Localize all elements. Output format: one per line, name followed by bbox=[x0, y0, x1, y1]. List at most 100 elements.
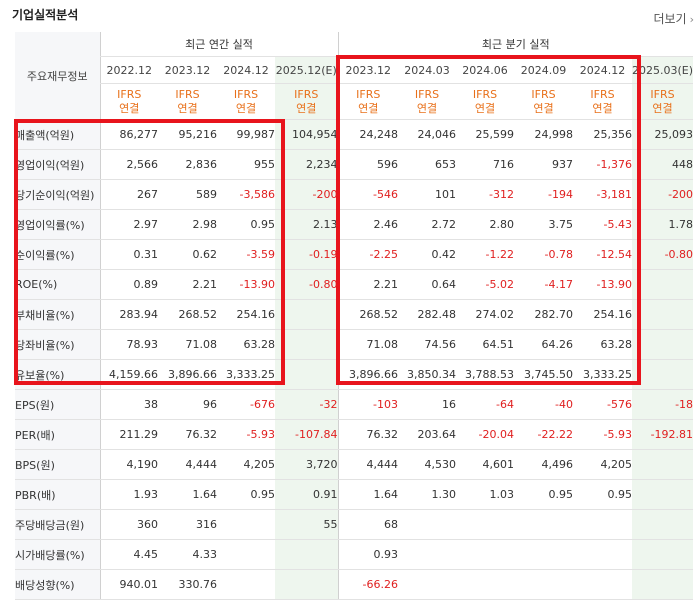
table-row: 영업이익률(%) 2.97 2.98 0.95 2.13 2.46 2.72 2.80 3.75… bbox=[15, 209, 694, 240]
value-cell: 282.48 bbox=[398, 299, 456, 330]
table-row: 순이익률(%) 0.31 0.62 -3.59 -0.19 -2.25 0.42 -1.22-… bbox=[15, 239, 694, 270]
ifrs-header: IFRS 연결 bbox=[158, 83, 217, 120]
more-link[interactable]: 더보기 › bbox=[653, 10, 694, 27]
row-label: 배당성향(%) bbox=[15, 569, 100, 600]
ifrs-header: IFRS 연결 bbox=[275, 83, 338, 120]
row-label: ROE(%) bbox=[15, 269, 100, 300]
value-cell: 0.91 bbox=[275, 479, 338, 510]
value-cell: 74.56 bbox=[398, 329, 456, 360]
value-cell: 4,530 bbox=[398, 449, 456, 480]
ifrs-label: IFRS bbox=[233, 87, 259, 101]
ifrs-header: IFRS 연결 bbox=[514, 83, 573, 120]
row-label: 당기순이익(억원) bbox=[15, 179, 100, 210]
value-cell: 203.64 bbox=[398, 419, 456, 450]
value-cell bbox=[632, 359, 694, 390]
ifrs-label: IFRS bbox=[294, 87, 319, 101]
value-cell: 2.46 bbox=[337, 209, 398, 240]
value-cell: -20.04 bbox=[456, 419, 514, 450]
value-cell: 2,234 bbox=[275, 149, 338, 180]
value-cell: -0.19 bbox=[275, 239, 338, 270]
table-row: 당기순이익(억원) 267 589 -3,586 -200 -546 101 -312 -194… bbox=[15, 179, 694, 210]
value-cell: 24,998 bbox=[514, 119, 573, 150]
value-cell: 0.62 bbox=[158, 239, 217, 270]
value-cell: 3,720 bbox=[275, 449, 338, 480]
value-cell: -22.22 bbox=[514, 419, 573, 450]
value-cell: 254.16 bbox=[217, 299, 275, 330]
value-cell: 63.28 bbox=[573, 329, 632, 360]
row-label: PER(배) bbox=[15, 419, 100, 450]
value-cell: 2.97 bbox=[99, 209, 158, 240]
row-label: 순이익률(%) bbox=[15, 239, 100, 270]
value-cell: 330.76 bbox=[158, 569, 217, 600]
value-cell: 99,987 bbox=[217, 119, 275, 150]
value-cell: 86,277 bbox=[99, 119, 158, 150]
value-cell: 3,745.50 bbox=[514, 359, 573, 390]
value-cell: -576 bbox=[573, 389, 632, 420]
value-cell: 2.72 bbox=[398, 209, 456, 240]
value-cell: -194 bbox=[514, 179, 573, 210]
table-row: 당좌비율(%) 78.93 71.08 63.28 71.08 74.56 64.51 64.… bbox=[15, 329, 694, 360]
value-cell: 76.32 bbox=[158, 419, 217, 450]
row-label: 매출액(억원) bbox=[15, 119, 100, 150]
table-row: EPS(원) 38 96 -676 -32 -103 16 -64 -40 -576 -18 bbox=[15, 389, 694, 420]
value-cell: 63.28 bbox=[217, 329, 275, 360]
value-cell: 71.08 bbox=[337, 329, 398, 360]
value-cell: 0.89 bbox=[99, 269, 158, 300]
row-label: 부채비율(%) bbox=[15, 299, 100, 330]
value-cell: 283.94 bbox=[99, 299, 158, 330]
value-cell bbox=[632, 479, 694, 510]
value-cell: 64.26 bbox=[514, 329, 573, 360]
ifrs-header: IFRS 연결 bbox=[456, 83, 514, 120]
value-cell bbox=[573, 569, 632, 600]
financial-table: 주요재무정보 최근 연간 실적 최근 분기 실적 2022.12 2023.12 2024… bbox=[15, 32, 694, 600]
value-cell bbox=[632, 569, 694, 600]
consolidated-label: 연결 bbox=[358, 101, 379, 115]
value-cell: -200 bbox=[632, 179, 694, 210]
table-row: PBR(배) 1.93 1.64 0.95 0.91 1.64 1.30 1.03 0.95 0.… bbox=[15, 479, 694, 510]
value-cell: 38 bbox=[99, 389, 158, 420]
value-cell: 24,046 bbox=[398, 119, 456, 150]
row-label: 시가배당률(%) bbox=[15, 539, 100, 570]
value-cell: 96 bbox=[158, 389, 217, 420]
value-cell bbox=[217, 539, 275, 570]
chevron-right-icon: › bbox=[689, 13, 694, 26]
value-cell: 4,205 bbox=[217, 449, 275, 480]
period-header: 2024.09 bbox=[514, 56, 573, 84]
value-cell: 955 bbox=[217, 149, 275, 180]
value-cell: 268.52 bbox=[337, 299, 398, 330]
table-row: 시가배당률(%) 4.45 4.33 0.93 bbox=[15, 539, 694, 570]
value-cell bbox=[217, 569, 275, 600]
consolidated-label: 연결 bbox=[652, 101, 673, 115]
value-cell: -64 bbox=[456, 389, 514, 420]
value-cell: 2,566 bbox=[99, 149, 158, 180]
row-label: EPS(원) bbox=[15, 389, 100, 420]
value-cell: -103 bbox=[337, 389, 398, 420]
value-cell bbox=[275, 539, 338, 570]
period-header: 2023.12 bbox=[158, 56, 217, 84]
period-header: 2024.12 bbox=[217, 56, 275, 84]
value-cell: 3,896.66 bbox=[158, 359, 217, 390]
value-cell: 274.02 bbox=[456, 299, 514, 330]
value-cell: 1.64 bbox=[337, 479, 398, 510]
value-cell: 2.21 bbox=[158, 269, 217, 300]
row-label: 당좌비율(%) bbox=[15, 329, 100, 360]
value-cell bbox=[398, 509, 456, 540]
value-cell: 653 bbox=[398, 149, 456, 180]
value-cell: -3.59 bbox=[217, 239, 275, 270]
value-cell: 940.01 bbox=[99, 569, 158, 600]
group-annual-header: 최근 연간 실적 bbox=[99, 32, 338, 57]
value-cell: -312 bbox=[456, 179, 514, 210]
ifrs-label: IFRS bbox=[590, 87, 615, 101]
value-cell bbox=[456, 509, 514, 540]
value-cell: 4,601 bbox=[456, 449, 514, 480]
value-cell: -13.90 bbox=[217, 269, 275, 300]
period-header: 2024.12 bbox=[573, 56, 632, 84]
value-cell: -18 bbox=[632, 389, 694, 420]
value-cell: -107.84 bbox=[275, 419, 338, 450]
value-cell: 1.78 bbox=[632, 209, 694, 240]
value-cell bbox=[275, 329, 338, 360]
value-cell: 4,159.66 bbox=[99, 359, 158, 390]
value-cell: -5.02 bbox=[456, 269, 514, 300]
table-row: 영업이익(억원) 2,566 2,836 955 2,234 596 653 716 937 -1… bbox=[15, 149, 694, 180]
table-row: 배당성향(%) 940.01 330.76 -66.26 bbox=[15, 569, 694, 600]
